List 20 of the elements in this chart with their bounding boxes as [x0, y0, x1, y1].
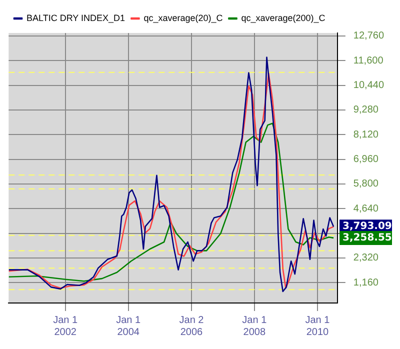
y-tick-label: 10,440 — [353, 80, 384, 92]
legend-label: qc_xaverage(20)_C — [144, 12, 224, 23]
y-tick-label: 9,280 — [353, 104, 379, 116]
y-tick-label: 4,640 — [353, 203, 379, 214]
x-tick-label: Jan 1 2010 — [305, 314, 330, 338]
y-tick-label: 1,160 — [353, 277, 379, 288]
legend-label: qc_xaverage(200)_C — [241, 12, 326, 23]
y-tick-label: 12,760 — [353, 30, 384, 42]
x-tick-label: Jan 1 2004 — [116, 314, 141, 338]
annotation: 3,258.55 — [342, 232, 392, 244]
legend-label: BALTIC DRY INDEX_D1 — [26, 12, 126, 23]
y-tick-label: 11,600 — [353, 55, 384, 66]
annotation: 3,793.09 — [342, 221, 392, 232]
x-tick-label: Jan 1 2002 — [53, 314, 78, 338]
y-tick-label: 8,120 — [353, 129, 379, 140]
x-tick-label: Jan 2 2006 — [179, 314, 204, 338]
y-tick-label: 6,960 — [353, 154, 379, 166]
y-tick-label: 5,800 — [353, 178, 379, 190]
y-tick-label: 2,320 — [353, 252, 379, 264]
x-tick-label: Jan 1 2008 — [242, 314, 268, 338]
